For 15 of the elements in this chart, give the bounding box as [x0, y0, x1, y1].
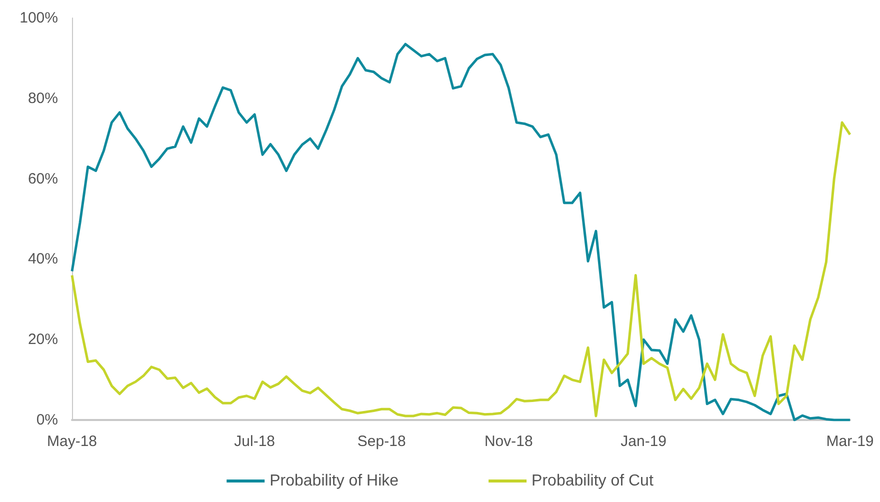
x-tick-label: Mar-19 — [826, 433, 874, 450]
y-tick-label: 60% — [28, 170, 58, 188]
y-tick-label: 100% — [20, 10, 58, 26]
x-tick-label: Jul-18 — [234, 433, 276, 450]
y-tick-label: 40% — [28, 250, 58, 268]
x-tick-label: Jan-19 — [620, 433, 667, 450]
y-tick-label: 80% — [28, 90, 58, 107]
x-tick-label: May-18 — [46, 433, 98, 450]
y-tick-label: 20% — [28, 331, 58, 348]
legend-label: Probability of Cut — [532, 472, 654, 490]
line-series — [70, 121, 852, 418]
y-tick-label: 0% — [36, 412, 58, 428]
x-tick-label: Sep-18 — [357, 433, 406, 450]
legend-label: Probability of Hike — [270, 472, 399, 490]
x-tick-label: Nov-18 — [484, 433, 533, 450]
